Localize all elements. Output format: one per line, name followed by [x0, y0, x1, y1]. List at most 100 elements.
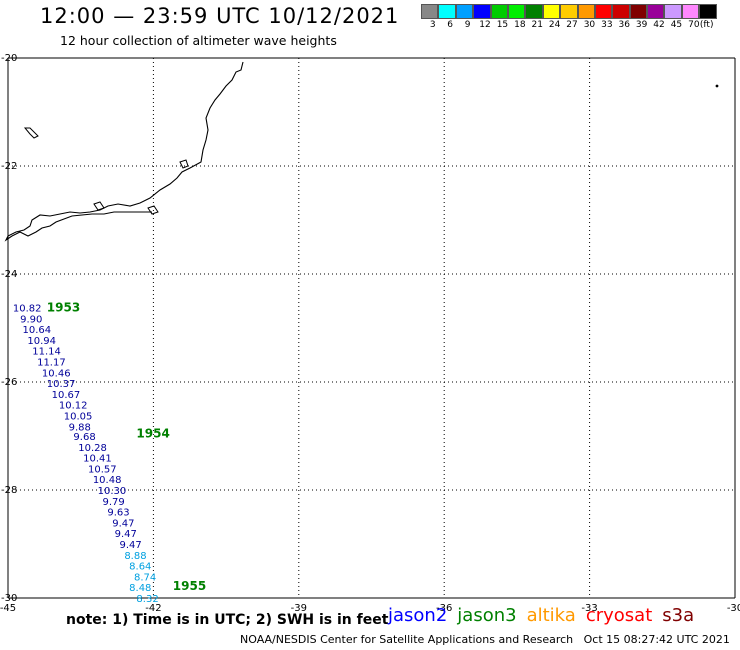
wave-height-value: 10.37 [47, 379, 76, 390]
legend-swatch [577, 4, 595, 19]
lon-tick-label: -30 [727, 603, 740, 614]
legend-label: 70 [688, 20, 700, 30]
wave-height-value: 10.48 [93, 475, 122, 486]
page-title: 12:00 — 23:59 UTC 10/12/2021 [40, 4, 400, 28]
lat-tick-label: -30 [1, 593, 17, 604]
wave-height-value: 9.47 [112, 518, 134, 529]
legend-label: 6 [447, 20, 454, 30]
wave-height-value: 10.94 [27, 336, 56, 347]
legend-swatch [612, 4, 630, 19]
coastline-island [23, 127, 39, 139]
wave-height-value: 10.05 [64, 411, 93, 422]
wave-height-value: 10.64 [23, 325, 52, 336]
lat-tick-label: -20 [1, 53, 17, 64]
lon-tick-label: -33 [581, 603, 597, 614]
wave-height-value: 8.48 [129, 583, 151, 594]
wave-height-value: 8.74 [134, 572, 156, 583]
wave-height-value: 9.47 [119, 540, 141, 551]
track-time-label: 1955 [173, 579, 206, 593]
page-subtitle: 12 hour collection of altimeter wave hei… [60, 33, 337, 48]
axis-tick-labels: -45 -42 -39 -36 -33 -30 -20 -22 -24 -26 -28 -30 [0, 53, 740, 614]
lon-tick-label: -42 [145, 603, 161, 614]
legend-label: 30 [583, 20, 596, 30]
wave-height-value: 10.67 [52, 390, 81, 401]
lat-tick-label: -22 [1, 161, 17, 172]
credit-line: NOAA/NESDIS Center for Satellite Applica… [240, 633, 730, 646]
legend-label: 12 [479, 20, 491, 30]
credit-timestamp: Oct 15 08:27:42 UTC 2021 [583, 633, 730, 646]
legend-label: 24 [548, 20, 561, 30]
legend-swatch [507, 4, 526, 19]
coastline-bay [147, 205, 159, 215]
legend-label: 9 [464, 20, 471, 30]
legend-label: 33 [601, 20, 613, 30]
legend-swatch [594, 4, 613, 19]
legend-swatch [681, 4, 700, 19]
legend-label: 3 [429, 20, 436, 30]
color-legend-labels: 3 6 9 12 15 18 21 24 27 30 33 36 39 42 45 70 (ft) [421, 20, 740, 34]
legend-swatch [421, 4, 439, 19]
map-grid [7, 57, 736, 599]
track-time-labels: 1953 1954 1955 [47, 300, 206, 593]
wave-height-value: 10.57 [88, 464, 117, 475]
wave-height-value: 8.64 [129, 562, 151, 573]
legend-swatch [490, 4, 508, 19]
wave-height-value: 9.90 [20, 314, 42, 325]
footer-note: note: 1) Time is in UTC; 2) SWH is in fe… [66, 612, 389, 628]
wave-height-value: 11.17 [37, 357, 66, 368]
legend-swatch [699, 4, 717, 19]
wave-height-value: 10.82 [13, 303, 42, 314]
lon-tick-label: -36 [436, 603, 452, 614]
wave-height-value: 10.46 [42, 368, 71, 379]
legend-label: 15 [496, 20, 509, 30]
track-time-label: 1953 [47, 300, 80, 314]
wave-height-value: 10.28 [78, 443, 107, 454]
track-time-label: 1954 [136, 426, 169, 440]
wave-height-value: 9.79 [103, 497, 125, 508]
island-dot [715, 84, 719, 88]
wave-height-value: 9.47 [115, 529, 137, 540]
lat-tick-label: -28 [1, 485, 17, 496]
legend-label: 18 [514, 20, 526, 30]
wave-height-value: 11.14 [32, 347, 61, 358]
legend-swatch [438, 4, 456, 19]
lon-tick-label: -39 [291, 603, 307, 614]
wave-height-value: 10.30 [98, 486, 127, 497]
color-legend [421, 4, 717, 19]
wave-height-value: 10.12 [59, 401, 88, 412]
wave-height-labels: 10.829.9010.6410.9411.1411.1710.4610.371… [13, 303, 159, 605]
wave-height-value: 9.63 [107, 508, 129, 519]
satellite-legend-item: jason2 [388, 605, 448, 626]
legend-swatch [647, 4, 665, 19]
coastline-lagoon [179, 159, 189, 169]
legend-swatch [455, 4, 474, 19]
wave-height-value: 8.32 [136, 594, 158, 605]
legend-label: 21 [531, 20, 543, 30]
legend-swatch [542, 4, 561, 19]
legend-swatch [473, 4, 491, 19]
legend-swatch [560, 4, 578, 19]
coastline [4, 61, 244, 242]
satellite-legend-item: s3a [662, 605, 695, 626]
legend-swatch [664, 4, 682, 19]
legend-label: 42 [653, 20, 665, 30]
legend-swatch [525, 4, 543, 19]
coastline-bay [93, 201, 105, 211]
satellite-legend: jason2 jason3 altika cryosat s3a [388, 605, 704, 626]
credit-text: NOAA/NESDIS Center for Satellite Applica… [240, 633, 574, 646]
legend-label: 27 [566, 20, 578, 30]
lon-tick-label: -45 [0, 603, 16, 614]
wave-height-value: 9.88 [69, 422, 91, 433]
legend-label: 45 [670, 20, 683, 30]
satellite-legend-item: altika [526, 605, 576, 626]
legend-swatch [629, 4, 648, 19]
satellite-legend-item: jason3 [457, 605, 517, 626]
legend-label: 39 [635, 20, 648, 30]
lat-tick-label: -24 [1, 269, 17, 280]
wave-height-value: 8.88 [124, 551, 146, 562]
lat-tick-label: -26 [1, 377, 17, 388]
wave-height-value: 10.41 [83, 454, 112, 465]
satellite-legend-item: cryosat [585, 605, 653, 626]
wave-height-value: 9.68 [73, 432, 95, 443]
